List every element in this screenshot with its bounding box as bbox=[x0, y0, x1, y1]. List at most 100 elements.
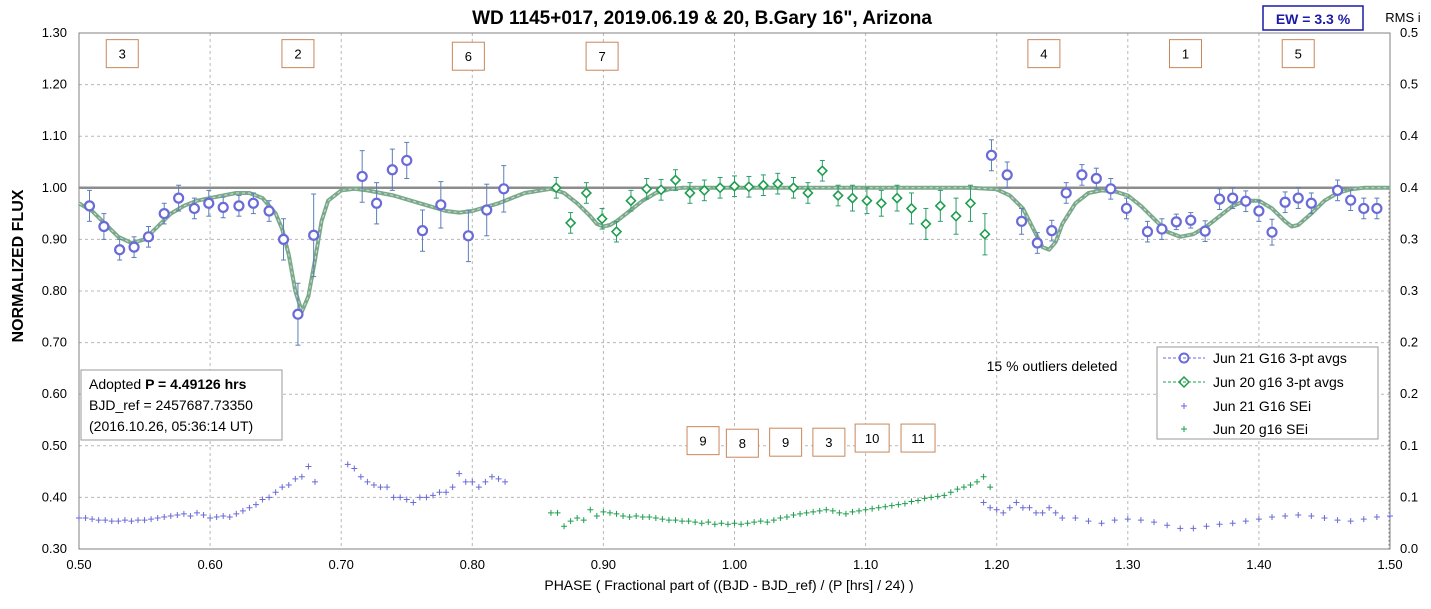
jun21-sei-point bbox=[1137, 517, 1144, 524]
jun20-sei-point bbox=[934, 493, 941, 500]
jun21-sei-point bbox=[403, 496, 410, 503]
x-tick-label: 1.40 bbox=[1246, 557, 1271, 572]
jun21-sei-point bbox=[259, 496, 266, 503]
jun21-sei-point bbox=[1282, 512, 1289, 519]
jun20-sei-point bbox=[803, 509, 810, 516]
jun20-sei-point bbox=[947, 489, 954, 496]
jun20-avg-point bbox=[655, 184, 667, 196]
jun20-avg-point bbox=[757, 179, 769, 191]
ew-label: EW = 3.3 % bbox=[1276, 11, 1351, 27]
jun21-avg-point bbox=[1331, 184, 1344, 196]
jun21-sei-point bbox=[980, 499, 987, 506]
jun21-sei-point bbox=[384, 484, 391, 491]
legend-label-jun21-sei: Jun 21 G16 SEi bbox=[1213, 398, 1311, 414]
jun21-avg-point bbox=[416, 225, 429, 237]
jun20-sei-point bbox=[547, 509, 554, 516]
x-tick-label: 1.50 bbox=[1377, 557, 1402, 572]
jun20-avg-point bbox=[596, 213, 608, 225]
jun20-avg-point bbox=[979, 228, 991, 240]
jun21-avg-point bbox=[292, 308, 304, 320]
jun21-sei-point bbox=[1229, 520, 1236, 527]
jun20-sei-point bbox=[744, 520, 751, 527]
jun20-sei-point bbox=[724, 521, 731, 528]
jun20-sei-point bbox=[561, 523, 568, 530]
jun21-sei-point bbox=[154, 515, 161, 522]
jun20-avg-point bbox=[580, 187, 592, 199]
jun20-sei-point bbox=[777, 515, 784, 522]
dip-label-box bbox=[1281, 39, 1315, 69]
x-axis-ticks: 0.50 0.60 0.70 0.80 0.90 1.00 1.10 1.20 1.30 1.40… bbox=[66, 557, 1402, 572]
jun20-sei-point bbox=[941, 492, 948, 499]
jun21-sei-point bbox=[311, 478, 318, 485]
y2-tick-label: 0.4 bbox=[1400, 128, 1418, 143]
legend-entry-jun21-avgs: Jun 21 G16 3-pt avgs bbox=[1163, 350, 1347, 366]
jun21-avg-point bbox=[1253, 205, 1265, 217]
dip-label-text: 6 bbox=[465, 49, 472, 64]
jun20-sei-point bbox=[685, 518, 692, 525]
jun21-avg-point bbox=[1105, 183, 1117, 195]
jun21-sei-point bbox=[987, 504, 994, 511]
jun21-sei-point bbox=[89, 516, 96, 523]
jun21-sei-point bbox=[1072, 515, 1079, 522]
jun21-avg-point bbox=[1279, 196, 1291, 208]
y-tick-label: 1.10 bbox=[42, 128, 67, 143]
jun20-sei-point bbox=[587, 506, 594, 513]
ew-badge: EW = 3.3 % bbox=[1262, 5, 1364, 31]
dip-label: 4 bbox=[1027, 39, 1061, 69]
jun20-sei-point bbox=[698, 520, 705, 527]
jun21-avg-point bbox=[1076, 169, 1088, 181]
dip-label-text: 5 bbox=[1295, 47, 1302, 62]
info-period: P = 4.49126 hrs bbox=[145, 376, 247, 392]
jun21-sei-point bbox=[370, 482, 377, 489]
jun21-avg-point bbox=[1292, 192, 1304, 204]
jun21-sei-point bbox=[115, 518, 122, 525]
jun21-sei-point bbox=[1203, 523, 1210, 530]
jun21-sei-point bbox=[246, 504, 253, 511]
dip-label-text: 11 bbox=[911, 431, 925, 446]
jun21-sei-point bbox=[1006, 504, 1013, 511]
jun21-avg-point bbox=[356, 170, 368, 183]
jun20-sei-point bbox=[882, 503, 889, 510]
y2-tick-label: 0.3 bbox=[1400, 283, 1418, 298]
jun20-avg-point bbox=[846, 192, 859, 204]
jun20-avg-point bbox=[787, 182, 800, 194]
jun21-avg-point bbox=[1305, 197, 1317, 209]
jun21-sei-point bbox=[1216, 521, 1223, 528]
jun21-sei-point bbox=[1026, 504, 1033, 511]
jun21-sei-point bbox=[1085, 518, 1092, 525]
jun20-avg-point bbox=[920, 218, 932, 230]
legend-label-jun20-sei: Jun 20 g16 SEi bbox=[1213, 421, 1308, 437]
jun21-sei-point bbox=[1177, 525, 1184, 532]
jun21-sei-point bbox=[161, 514, 168, 521]
jun20-sei-point bbox=[738, 521, 745, 528]
y-tick-label: 0.70 bbox=[42, 335, 67, 350]
jun21-sei-point bbox=[429, 492, 436, 499]
dip-labels: 3 2 6 7 4 1 5 9 8 9 3 10 11 bbox=[105, 39, 1315, 458]
jun20-avg-point bbox=[669, 174, 682, 186]
dip-label-box bbox=[725, 428, 759, 458]
jun21-avg-point bbox=[1371, 202, 1383, 215]
dip-label: 6 bbox=[451, 41, 485, 71]
x-tick-label: 1.00 bbox=[722, 557, 747, 572]
dip-label: 7 bbox=[585, 41, 619, 71]
jun21-avg-point bbox=[1266, 226, 1278, 238]
jun21-sei-point bbox=[167, 512, 174, 519]
y2-tick-label: 0.1 bbox=[1400, 489, 1418, 504]
jun21-sei-point bbox=[443, 489, 450, 496]
jun20-avg-point bbox=[816, 165, 828, 177]
jun20-avg-point bbox=[832, 189, 844, 202]
dip-label: 8 bbox=[725, 428, 759, 458]
dip-label-box bbox=[686, 426, 720, 456]
jun20-sei-point bbox=[849, 508, 856, 515]
y-tick-label: 0.30 bbox=[42, 541, 67, 556]
jun20-sei-point bbox=[974, 478, 981, 485]
jun21-sei-point bbox=[416, 494, 423, 501]
jun20-sei-point bbox=[626, 514, 633, 521]
jun20-sei-point bbox=[711, 521, 718, 528]
chart-title: WD 1145+017, 2019.06.19 & 20, B.Gary 16"… bbox=[472, 8, 932, 29]
dip-label: 9 bbox=[686, 426, 720, 456]
jun21-avg-point bbox=[481, 204, 493, 216]
legend-entry-jun21-sei: Jun 21 G16 SEi bbox=[1181, 398, 1311, 414]
dip-label-text: 10 bbox=[865, 431, 879, 446]
jun20-sei-point bbox=[606, 509, 613, 516]
